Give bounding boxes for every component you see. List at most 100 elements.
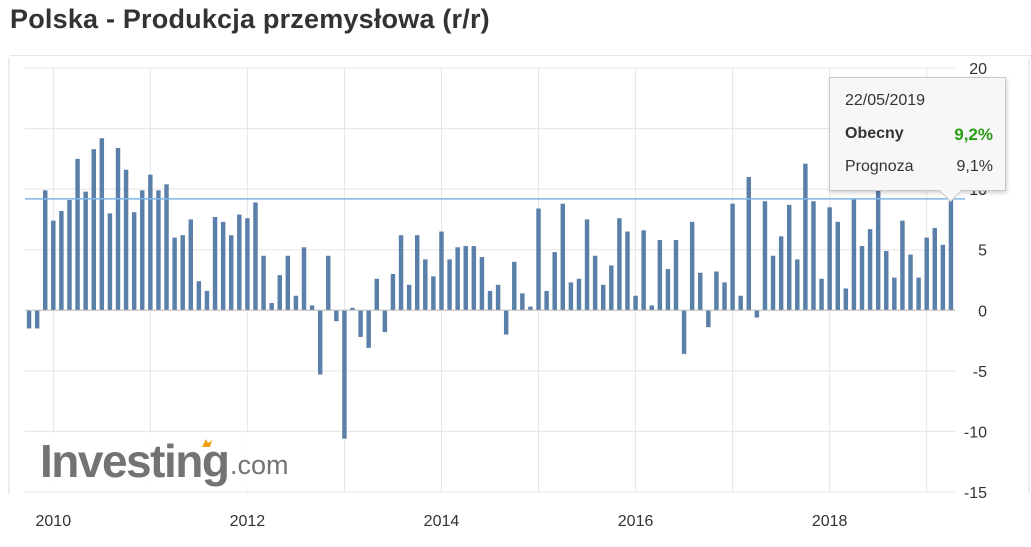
bar (140, 190, 145, 311)
bar (285, 255, 291, 311)
bar (455, 247, 460, 311)
bar (762, 201, 768, 311)
investing-logo: Investing .com (28, 432, 326, 490)
bar (867, 229, 873, 311)
bar (156, 190, 161, 311)
bar (277, 275, 282, 311)
bar (301, 247, 307, 311)
bar (228, 235, 234, 311)
bar (188, 219, 194, 311)
bar (649, 305, 654, 311)
bar (164, 184, 169, 311)
tooltip-forecast-label: Prognoza (845, 158, 914, 175)
bar (932, 227, 938, 311)
bar (633, 295, 638, 311)
bar (99, 138, 105, 311)
bar (698, 272, 703, 311)
bar (358, 310, 363, 337)
bar (83, 191, 88, 311)
bar (665, 269, 671, 311)
bar (746, 177, 752, 311)
bar (584, 219, 590, 311)
bar (892, 277, 897, 311)
bar (916, 277, 921, 311)
bar (26, 310, 32, 329)
bar (374, 278, 380, 311)
bar (512, 261, 517, 311)
bar (625, 231, 630, 311)
bar (552, 252, 557, 311)
bar (196, 281, 202, 311)
bar (487, 290, 493, 311)
bar (326, 255, 331, 311)
bar (463, 246, 468, 311)
bar (406, 284, 412, 311)
bar (843, 288, 849, 311)
bar (75, 158, 80, 311)
flame-icon (202, 439, 212, 447)
logo-main-text: Investing (40, 435, 230, 487)
bar (471, 246, 477, 311)
bar (900, 220, 905, 311)
bar (67, 200, 72, 311)
bar (423, 259, 428, 311)
bar (568, 282, 574, 311)
bar (350, 307, 355, 311)
bar (714, 271, 719, 311)
bar (835, 221, 840, 311)
page-title: Polska - Produkcja przemysłowa (r/r) (10, 4, 490, 34)
bar (180, 235, 185, 311)
bar (398, 235, 404, 311)
chart-grid (8, 58, 1030, 494)
bar (884, 250, 889, 311)
bar (42, 190, 48, 311)
bar (253, 202, 258, 311)
bar (609, 265, 614, 311)
bar (536, 208, 541, 311)
bar (204, 290, 210, 311)
x-tick-label: 2018 (812, 513, 848, 530)
bar (131, 212, 137, 311)
x-tick-label: 2016 (618, 513, 654, 530)
bar (439, 231, 444, 311)
bar (851, 198, 857, 311)
bar (366, 310, 371, 348)
bar (212, 217, 218, 311)
bar (269, 303, 274, 311)
bar (34, 310, 40, 329)
bar (520, 293, 525, 311)
y-tick-label: 20 (969, 61, 987, 78)
bar (795, 259, 800, 311)
bar (414, 235, 420, 311)
tooltip-forecast-value: 9,1% (956, 158, 993, 175)
bar (342, 310, 347, 439)
bar (447, 259, 452, 311)
bar (617, 218, 622, 311)
bar (390, 273, 396, 311)
tooltip-current-row: Obecny 9,2% (845, 125, 993, 145)
bar (431, 276, 436, 311)
bar (803, 163, 808, 311)
tooltip-forecast-row: Prognoza 9,1% (845, 158, 993, 176)
x-tick-label: 2010 (36, 513, 72, 530)
bar (859, 246, 865, 311)
y-tick-label: -5 (973, 364, 987, 381)
logo-suffix-text: .com (230, 450, 289, 480)
bar (908, 254, 913, 311)
bar (600, 284, 606, 311)
bar (689, 221, 695, 311)
tooltip-current-label: Obecny (845, 125, 904, 142)
bar (948, 198, 954, 311)
bar (786, 204, 792, 311)
bar (495, 284, 501, 311)
bar (148, 174, 153, 311)
chart-bars (26, 138, 954, 439)
y-tick-label: -15 (964, 485, 987, 502)
bar (576, 278, 582, 311)
tooltip-date: 22/05/2019 (845, 92, 926, 109)
bar (754, 310, 760, 318)
chart-overlay (25, 198, 965, 311)
y-tick-label: 0 (978, 303, 987, 320)
x-tick-label: 2012 (230, 513, 266, 530)
